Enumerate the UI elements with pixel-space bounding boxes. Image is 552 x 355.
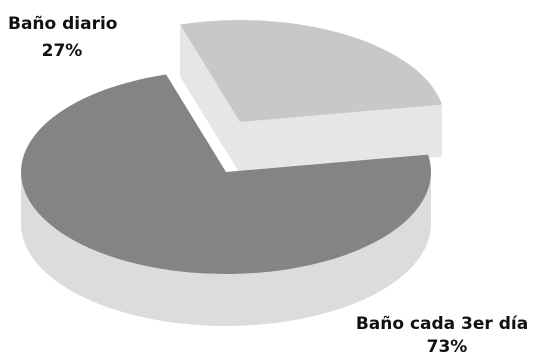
slice-side-bano-diario-front	[240, 104, 442, 174]
slice-bano-diario	[180, 20, 442, 122]
slice-side-bano-diario-left	[180, 24, 240, 174]
value-label-bano-diario: 27%	[42, 41, 83, 61]
slice-bano-cada-3er-dia	[21, 74, 432, 275]
value-label-bano-cada-3er-dia: 73%	[427, 337, 468, 355]
label-bano-diario: Baño diario	[8, 14, 118, 34]
label-bano-cada-3er-dia: Baño cada 3er día	[356, 314, 528, 334]
slice-side-bano-cada-3er-dia	[21, 172, 431, 326]
